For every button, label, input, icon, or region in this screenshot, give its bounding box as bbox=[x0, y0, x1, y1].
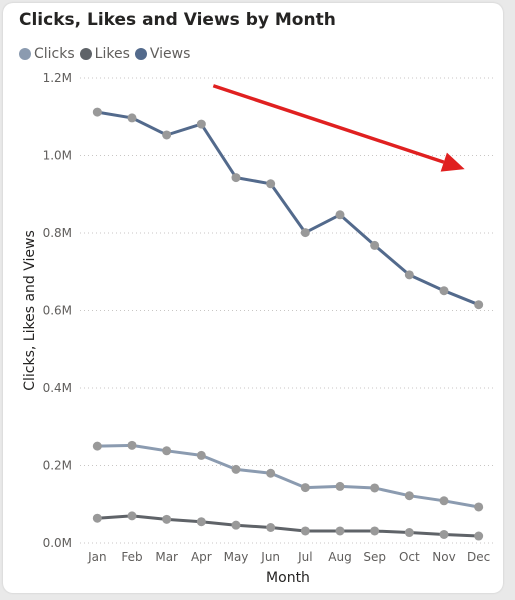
data-point-likes[interactable] bbox=[439, 529, 449, 539]
data-point-clicks[interactable] bbox=[335, 481, 345, 491]
data-point-clicks[interactable] bbox=[266, 468, 276, 478]
trend-arrow-head bbox=[440, 152, 465, 172]
legend-label-likes: Likes bbox=[94, 46, 130, 62]
x-tick-label: Dec bbox=[467, 550, 490, 564]
legend-item-likes[interactable]: Likes bbox=[79, 46, 130, 62]
data-point-likes[interactable] bbox=[335, 526, 345, 536]
legend-item-clicks[interactable]: Clicks bbox=[19, 46, 75, 62]
data-point-views[interactable] bbox=[266, 179, 276, 189]
x-tick-label: Jun bbox=[260, 550, 280, 564]
y-tick-label: 0.0M bbox=[43, 536, 72, 550]
data-point-views[interactable] bbox=[196, 119, 206, 129]
data-point-clicks[interactable] bbox=[474, 502, 484, 512]
data-point-clicks[interactable] bbox=[231, 464, 241, 474]
data-point-likes[interactable] bbox=[92, 513, 102, 523]
y-tick-label: 0.6M bbox=[43, 304, 72, 318]
data-point-views[interactable] bbox=[300, 228, 310, 238]
data-point-clicks[interactable] bbox=[370, 483, 380, 493]
x-tick-label: Apr bbox=[191, 550, 212, 564]
chart-title: Clicks, Likes and Views by Month bbox=[19, 10, 336, 30]
data-point-clicks[interactable] bbox=[404, 491, 414, 501]
data-point-likes[interactable] bbox=[300, 526, 310, 536]
legend-label-views: Views bbox=[149, 46, 191, 62]
data-point-likes[interactable] bbox=[266, 523, 276, 532]
data-point-views[interactable] bbox=[335, 210, 345, 220]
data-point-views[interactable] bbox=[162, 130, 172, 140]
data-point-views[interactable] bbox=[439, 286, 449, 296]
x-tick-label: Jul bbox=[297, 550, 312, 564]
legend-item-views[interactable]: Views bbox=[134, 46, 191, 62]
data-point-likes[interactable] bbox=[370, 526, 380, 536]
data-point-views[interactable] bbox=[474, 300, 484, 310]
data-point-views[interactable] bbox=[127, 113, 137, 123]
y-tick-label: 1.2M bbox=[43, 71, 72, 85]
data-point-likes[interactable] bbox=[162, 514, 172, 524]
data-point-likes[interactable] bbox=[474, 531, 484, 541]
data-point-likes[interactable] bbox=[196, 517, 206, 527]
legend-marker-views bbox=[134, 48, 147, 60]
chart-legend: Clicks Likes Views bbox=[19, 46, 195, 62]
series-line-clicks bbox=[95, 443, 481, 509]
data-point-views[interactable] bbox=[370, 240, 380, 250]
x-tick-label: Sep bbox=[363, 550, 386, 564]
data-point-clicks[interactable] bbox=[162, 446, 172, 456]
y-tick-label: 0.8M bbox=[43, 226, 72, 240]
data-point-views[interactable] bbox=[404, 270, 414, 280]
data-point-likes[interactable] bbox=[127, 511, 137, 521]
y-tick-label: 0.4M bbox=[43, 381, 72, 395]
data-point-clicks[interactable] bbox=[196, 450, 206, 460]
data-point-views[interactable] bbox=[231, 173, 241, 183]
legend-label-clicks: Clicks bbox=[34, 46, 75, 62]
data-point-clicks[interactable] bbox=[127, 440, 137, 450]
x-axis-title: Month bbox=[266, 570, 310, 586]
series-line-views bbox=[95, 110, 481, 307]
legend-marker-clicks bbox=[19, 48, 31, 60]
x-tick-label: Mar bbox=[155, 550, 178, 564]
x-tick-label: Jan bbox=[87, 550, 107, 564]
x-tick-label: Feb bbox=[121, 550, 142, 564]
x-tick-label: Nov bbox=[432, 550, 455, 564]
x-tick-label: May bbox=[224, 550, 249, 564]
data-point-likes[interactable] bbox=[404, 528, 414, 538]
data-point-clicks[interactable] bbox=[439, 496, 449, 506]
y-tick-label: 0.2M bbox=[43, 459, 72, 473]
trend-arrow-line bbox=[212, 84, 445, 164]
data-point-likes[interactable] bbox=[231, 520, 241, 530]
data-point-clicks[interactable] bbox=[300, 483, 310, 493]
data-point-clicks[interactable] bbox=[92, 441, 102, 451]
x-tick-label: Aug bbox=[328, 550, 351, 564]
data-point-views[interactable] bbox=[92, 107, 102, 117]
y-axis-title: Clicks, Likes and Views bbox=[22, 230, 38, 391]
legend-marker-likes bbox=[79, 48, 92, 60]
series-line-likes bbox=[95, 514, 481, 538]
x-tick-label: Oct bbox=[399, 550, 420, 564]
chart-card: Clicks, Likes and Views by Month Clicks … bbox=[3, 3, 503, 593]
y-tick-label: 1.0M bbox=[43, 149, 72, 163]
